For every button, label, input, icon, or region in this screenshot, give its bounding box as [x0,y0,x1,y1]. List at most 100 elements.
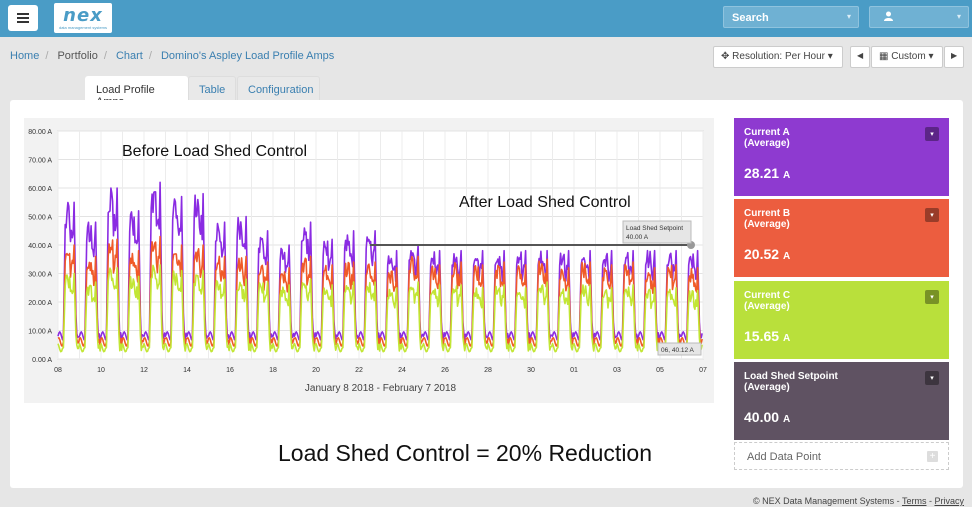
chevron-down-icon: ▾ [956,12,961,21]
panel-load-shed-setpoint[interactable]: Load Shed Setpoint (Average) ▾ 40.00 A [734,362,949,440]
setpoint-tooltip-value: 40.00 A [626,234,649,241]
panel-current-a[interactable]: Current A (Average) ▾ 28.21 A [734,118,949,196]
date-range-dropdown[interactable]: ▦ Custom ▾ [871,46,943,68]
before-load-shed-annotation: Before Load Shed Control [122,143,307,160]
terms-link[interactable]: Terms [901,496,927,506]
x-axis-label: January 8 2018 - February 7 2018 [305,383,457,394]
footer: © NEX Data Management Systems - Terms - … [753,496,964,506]
panel-unit: A [783,251,791,262]
panel-menu-button[interactable]: ▾ [925,371,939,385]
calendar-icon: ▦ [879,51,889,62]
reduction-caption: Load Shed Control = 20% Reduction [278,440,653,466]
panel-name: Current A [744,127,790,138]
tab-load-profile-amps[interactable]: Load Profile Amps [85,76,188,108]
resolution-icon: ✥ [721,51,730,62]
breadcrumb-chart[interactable]: Chart [115,50,143,62]
add-data-point-label: Add Data Point [747,451,821,463]
y-tick-label: 50.00 A [28,215,52,222]
x-tick-label: 24 [398,367,406,374]
setpoint-tooltip-box [622,220,692,244]
panel-value: 28.21 [744,165,780,181]
top-navbar: nex data management systems Search ▾ ▾ [0,0,972,37]
copyright-text: © NEX Data Management Systems [752,496,895,506]
panel-unit: A [783,333,791,344]
chevron-left-icon: ◀ [857,51,864,60]
panel-menu-button[interactable]: ▾ [925,127,939,141]
x-tick-label: 03 [613,367,621,374]
panel-name: Current C [744,290,791,301]
x-tick-label: 30 [527,367,535,374]
tab-configuration[interactable]: Configuration [237,76,320,101]
y-tick-label: 70.00 A [28,158,52,165]
user-icon [884,11,893,21]
breadcrumb-home[interactable]: Home [10,50,40,62]
logo-subtitle: data management systems [58,24,108,30]
search-dropdown[interactable]: Search ▾ [723,6,859,28]
y-tick-label: 0.00 A [32,357,52,364]
panel-name: Load Shed Setpoint [744,371,838,382]
breadcrumb-current[interactable]: Domino's Aspley Load Profile Amps [160,50,335,62]
user-menu[interactable]: ▾ [869,6,969,28]
cursor-tooltip-label: 06, 40.12 A [661,347,695,354]
x-tick-label: 18 [269,367,277,374]
resolution-dropdown[interactable]: ✥ Resolution: Per Hour ▾ [713,46,843,68]
panel-value: 20.52 [744,246,780,262]
x-tick-label: 10 [97,367,105,374]
x-tick-label: 01 [570,367,578,374]
panel-unit: A [783,170,791,181]
panel-sub: (Average) [744,219,790,230]
x-tick-label: 16 [226,367,234,374]
resolution-label: Resolution: Per Hour [732,51,825,62]
plus-icon: + [927,451,938,462]
footer-separator: - [926,496,935,506]
x-tick-label: 14 [183,367,191,374]
privacy-link[interactable]: Privacy [934,496,964,506]
series-line-current-b [57,235,703,347]
search-label: Search [732,12,769,24]
y-tick-label: 40.00 A [28,243,52,250]
x-tick-label: 28 [484,367,492,374]
breadcrumb-portfolio[interactable]: Portfolio [57,50,98,62]
y-tick-label: 10.00 A [28,329,52,336]
x-tick-label: 26 [441,367,449,374]
panel-sub: (Average) [744,382,790,393]
breadcrumb: Home / Portfolio / Chart / Domino's Aspley … [10,50,335,62]
panel-current-c[interactable]: Current C (Average) ▾ 15.65 A [734,281,949,359]
x-tick-label: 08 [54,367,62,374]
cursor-tooltip-box [657,342,702,356]
x-tick-label: 22 [355,367,363,374]
nex-logo[interactable]: nex data management systems [54,3,112,33]
menu-icon [17,17,29,19]
panel-sub: (Average) [744,138,790,149]
range-label: Custom [891,51,926,62]
tab-table[interactable]: Table [188,76,236,101]
panel-name: Current B [744,208,791,219]
series-line-current-c [57,264,703,353]
x-tick-label: 07 [699,367,707,374]
logo-text: nex [63,4,103,26]
panel-current-b[interactable]: Current B (Average) ▾ 20.52 A [734,199,949,277]
setpoint-tooltip-label: Load Shed Setpoint [626,225,683,232]
panel-value: 40.00 [744,409,780,425]
prev-range-button[interactable]: ◀ [850,46,870,68]
hamburger-menu-button[interactable] [8,5,38,31]
y-tick-label: 60.00 A [28,186,52,193]
panel-menu-button[interactable]: ▾ [925,208,939,222]
next-range-button[interactable]: ▶ [944,46,964,68]
panel-value: 15.65 [744,328,780,344]
x-tick-label: 12 [140,367,148,374]
y-tick-label: 20.00 A [28,300,52,307]
tab-label: Configuration [248,84,314,96]
y-tick-label: 30.00 A [28,272,52,279]
panel-unit: A [783,414,791,425]
x-tick-label: 05 [656,367,664,374]
load-profile-chart[interactable]: 0.00 A 10.00 A 20.00 A 30.00 A 40.00 A 50.00 … [24,118,714,403]
chevron-down-icon: ▾ [928,51,934,62]
tab-label: Table [199,84,226,96]
panel-menu-button[interactable]: ▾ [925,290,939,304]
chevron-down-icon: ▾ [827,51,833,62]
after-load-shed-annotation: After Load Shed Control [459,194,631,211]
chart-area[interactable]: 0.00 A 10.00 A 20.00 A 30.00 A 40.00 A 50.00 … [24,118,714,403]
chevron-right-icon: ▶ [951,51,958,60]
add-data-point-button[interactable]: Add Data Point + [734,442,949,470]
